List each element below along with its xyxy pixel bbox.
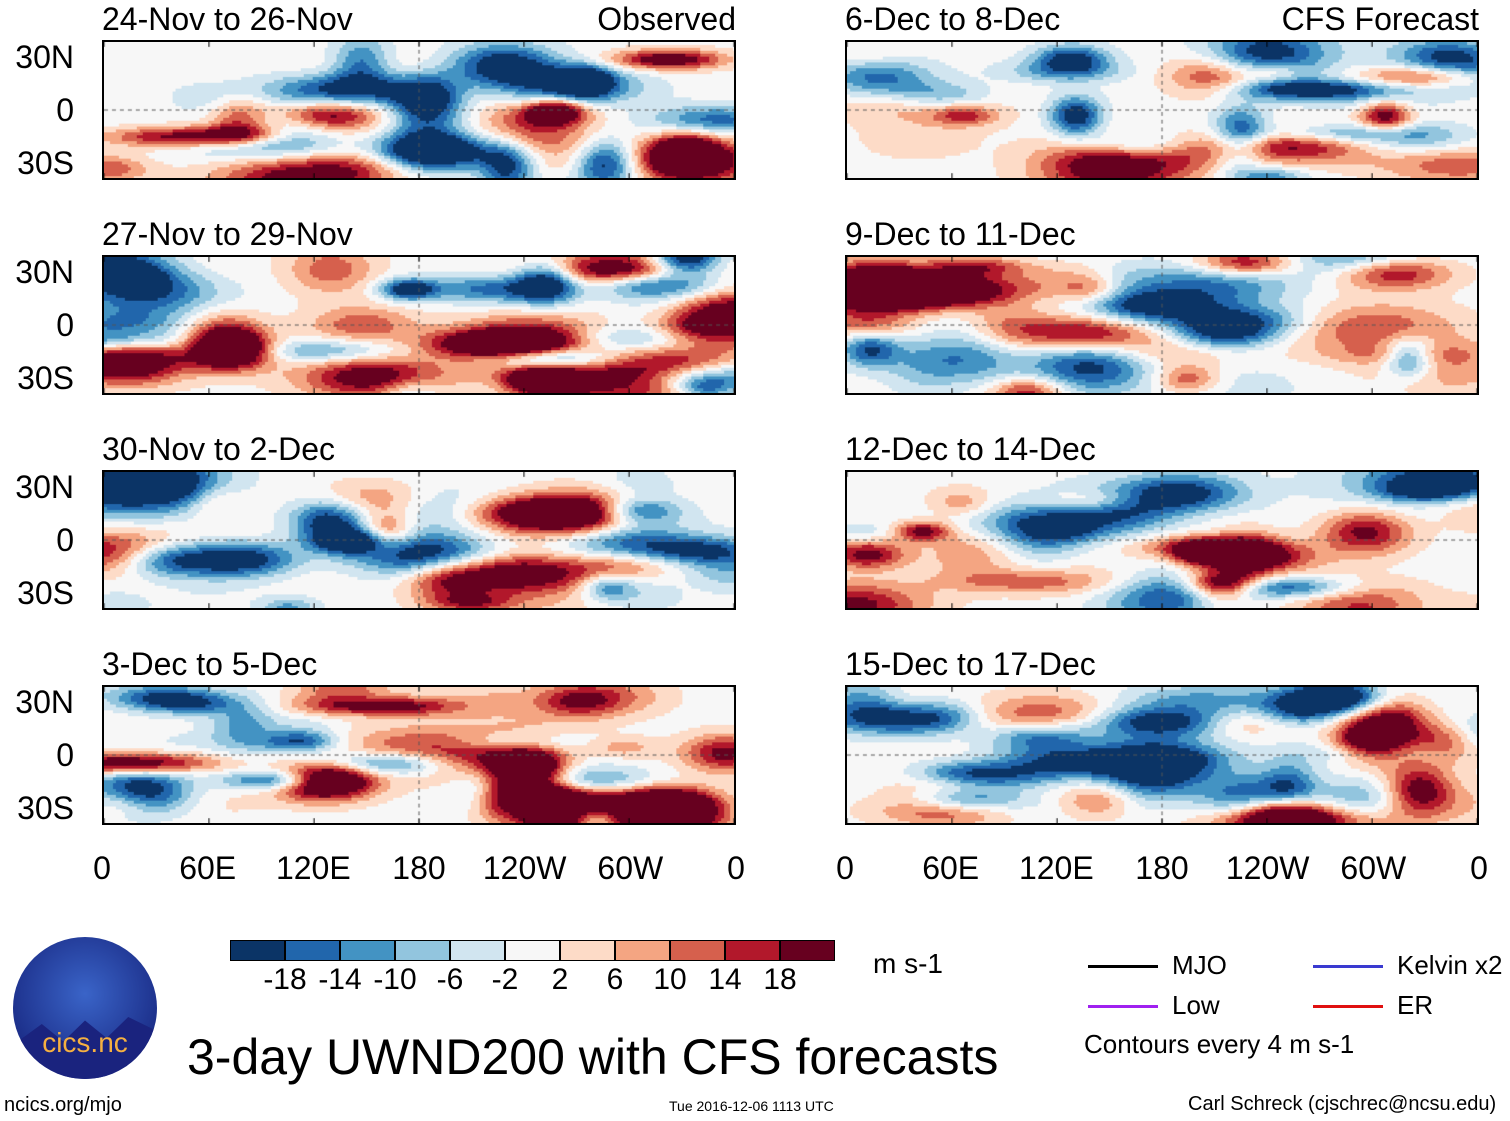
- heatmap-panel: [102, 255, 736, 395]
- lat-tick-label: 30N: [15, 254, 74, 290]
- heatmap-panel: [845, 255, 1479, 395]
- panel-title: 27-Nov to 29-Nov: [102, 216, 353, 252]
- lon-tick-label: 180: [1135, 850, 1189, 886]
- lat-tick-label: 0: [56, 737, 74, 773]
- lon-tick-label: 60W: [597, 850, 664, 886]
- panel-title: 9-Dec to 11-Dec: [845, 216, 1076, 252]
- lat-tick-label: 30N: [15, 684, 74, 720]
- contour-note: Contours every 4 m s-1: [1084, 1029, 1355, 1059]
- panel-title: 6-Dec to 8-Dec: [845, 1, 1061, 37]
- lon-tick-label: 120W: [1225, 850, 1310, 886]
- lat-tick-label: 0: [56, 92, 74, 128]
- legend-label: Kelvin x2: [1397, 950, 1503, 980]
- colorbar-tick-label: 6: [606, 963, 624, 996]
- lon-tick-label: 0: [836, 850, 854, 886]
- heatmap-panel: [102, 470, 736, 610]
- colorbar-swatch: [560, 940, 615, 961]
- legend-label: ER: [1397, 990, 1434, 1020]
- heatmap-panel: [845, 40, 1479, 180]
- lon-tick-label: 120E: [1018, 850, 1094, 886]
- cfs-forecast-label: CFS Forecast: [1281, 1, 1479, 37]
- legend-line: [1088, 965, 1158, 968]
- colorbar-tick-label: -2: [491, 963, 519, 996]
- colorbar-tick-label: 2: [551, 963, 569, 996]
- main-title: 3-day UWND200 with CFS forecasts: [187, 1029, 999, 1085]
- lat-tick-label: 0: [56, 522, 74, 558]
- lat-tick-label: 30S: [17, 790, 74, 826]
- lon-tick-label: 120E: [275, 850, 351, 886]
- colorbar-tick-label: 18: [763, 963, 797, 996]
- colorbar-tick-label: -18: [263, 963, 307, 996]
- heatmap-panel: [845, 685, 1479, 825]
- lat-tick-label: 30S: [17, 360, 74, 396]
- colorbar-tick-label: 14: [708, 963, 742, 996]
- lon-tick-label: 0: [1470, 850, 1488, 886]
- lon-tick-label: 0: [727, 850, 745, 886]
- panel-title: 30-Nov to 2-Dec: [102, 431, 335, 467]
- heatmap-panel: [102, 685, 736, 825]
- lat-tick-label: 30N: [15, 39, 74, 75]
- lon-tick-label: 0: [93, 850, 111, 886]
- colorbar-swatch: [285, 940, 340, 961]
- legend-line: [1088, 1005, 1158, 1008]
- legend-label: Low: [1172, 990, 1220, 1020]
- heatmap-panel: [845, 470, 1479, 610]
- legend-label: MJO: [1172, 950, 1227, 980]
- lon-tick-label: 60W: [1340, 850, 1407, 886]
- colorbar-tick-label: -6: [436, 963, 464, 996]
- footer-author: Carl Schreck (cjschrec@ncsu.edu): [1188, 1093, 1497, 1115]
- units-label: m s-1: [873, 948, 943, 979]
- colorbar-swatch: [780, 940, 835, 961]
- lon-tick-label: 180: [392, 850, 446, 886]
- legend-line: [1313, 965, 1383, 968]
- heatmap-panel: [102, 40, 736, 180]
- lat-tick-label: 0: [56, 307, 74, 343]
- panel-title: 24-Nov to 26-Nov: [102, 1, 353, 37]
- colorbar-swatch: [340, 940, 395, 961]
- footer-timestamp: Tue 2016-12-06 1113 UTC: [669, 1098, 834, 1114]
- lon-tick-label: 60E: [179, 850, 237, 886]
- colorbar-swatch: [230, 940, 285, 961]
- colorbar-swatch: [725, 940, 780, 961]
- lon-tick-label: 60E: [922, 850, 980, 886]
- colorbar-swatch: [670, 940, 725, 961]
- cics-logo: cics.nc: [13, 937, 157, 1079]
- colorbar-swatch: [395, 940, 450, 961]
- panel-title: 15-Dec to 17-Dec: [845, 646, 1096, 682]
- colorbar-tick-label: -14: [318, 963, 362, 996]
- logo-text: cics.nc: [42, 1027, 128, 1058]
- lon-tick-label: 120W: [482, 850, 567, 886]
- lat-tick-label: 30N: [15, 469, 74, 505]
- footer-url: ncics.org/mjo: [4, 1094, 122, 1116]
- observed-label: Observed: [597, 1, 736, 37]
- colorbar-swatch: [615, 940, 670, 961]
- colorbar-swatch: [450, 940, 505, 961]
- panel-title: 3-Dec to 5-Dec: [102, 646, 318, 682]
- lat-tick-label: 30S: [17, 145, 74, 181]
- colorbar-tick-label: -10: [373, 963, 417, 996]
- panel-title: 12-Dec to 14-Dec: [845, 431, 1096, 467]
- legend-line: [1313, 1005, 1383, 1008]
- lat-tick-label: 30S: [17, 575, 74, 611]
- colorbar-tick-label: 10: [653, 963, 687, 996]
- colorbar-swatch: [505, 940, 560, 961]
